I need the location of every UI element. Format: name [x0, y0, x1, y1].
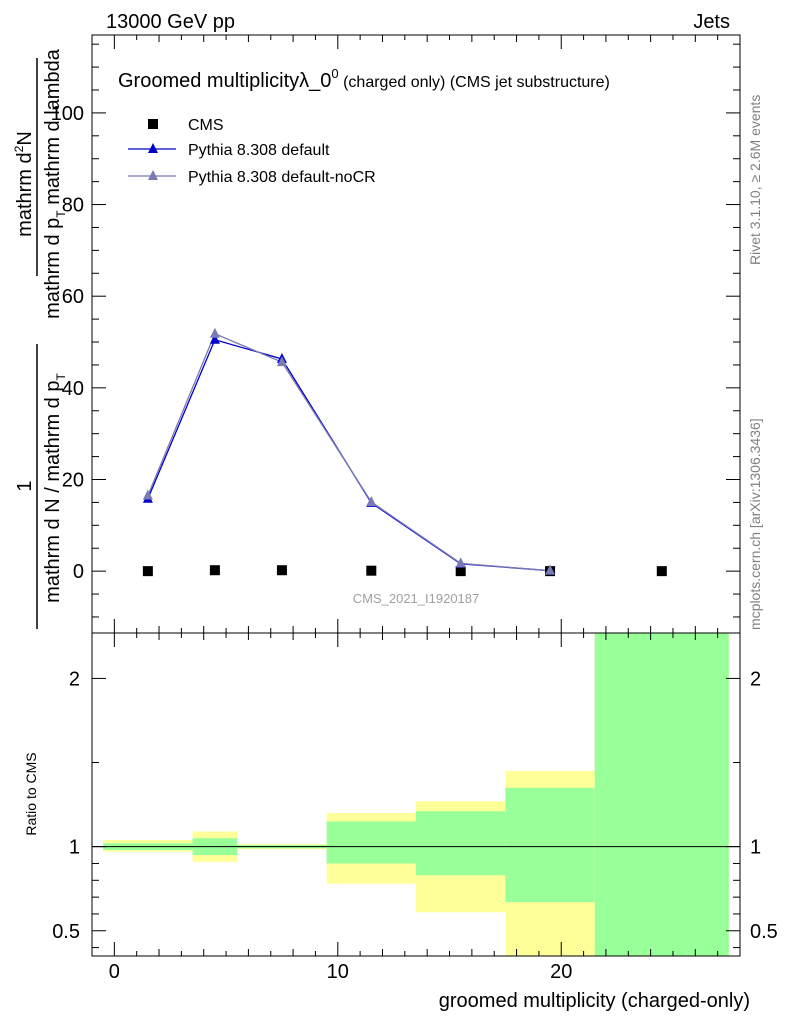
ratio-ytick-label-right: 2	[750, 668, 761, 690]
mc-point-2	[209, 327, 220, 338]
ratio-inner-band	[416, 811, 506, 876]
ratio-inner-band	[594, 633, 729, 956]
main-ytick-label: 20	[62, 469, 84, 491]
legend-nocr-label: Pythia 8.308 default-noCR	[188, 169, 376, 186]
ratio-ytick-label-right: 0.5	[750, 921, 778, 943]
xaxis-label: groomed multiplicity (charged-only)	[439, 990, 750, 1012]
cms-point	[276, 565, 287, 576]
mc-point-2	[366, 495, 377, 506]
legend-cms-label: CMS	[188, 117, 224, 134]
legend-default-marker	[148, 143, 158, 153]
cms-point	[142, 566, 153, 577]
ratio-ytick-label: 2	[69, 668, 80, 690]
ratio-ytick-label: 0.5	[52, 921, 80, 943]
ratio-plot: 0.5 0.51 12 20 10 20	[52, 632, 778, 983]
ratio-inner-band	[326, 821, 416, 864]
ratio-ytick-label: 1	[69, 837, 80, 859]
legend: CMS Pythia 8.308 default Pythia 8.308 de…	[128, 117, 376, 186]
plot-title-sup: 0	[331, 66, 338, 81]
ratio-frame	[91, 632, 741, 957]
mc-point-2	[455, 557, 466, 568]
header-right: Jets	[693, 11, 730, 33]
main-yaxis-label: mathrm d2N mathrm d pT mathrm d lambda 1…	[12, 48, 68, 629]
mc-point-2	[545, 564, 556, 575]
plot-title-small: (charged only) (CMS jet substructure)	[339, 74, 610, 91]
rivet-label: Rivet 3.1.10, ≥ 2.6M events	[747, 95, 763, 265]
main-ytick-label: 0	[73, 561, 84, 583]
cms-point	[656, 566, 667, 577]
mc-point-2	[276, 356, 287, 367]
legend-cms-marker	[148, 119, 158, 129]
plot-title-main: Groomed multiplicityλ_0	[118, 70, 331, 92]
main-ytick-label: 40	[62, 378, 84, 400]
cms-point	[455, 566, 466, 577]
mc-point-1	[209, 333, 220, 344]
mcplots-label: mcplots.cern.ch [arXiv:1306.3436]	[747, 418, 763, 630]
main-ytick-label: 60	[62, 286, 84, 308]
series-line-2	[147, 332, 551, 572]
series-line-1	[147, 338, 551, 572]
cms-point	[366, 565, 377, 576]
ylabel-one: 1	[14, 480, 36, 491]
ratio-ylabel: Ratio to CMS	[23, 752, 39, 835]
xtick-label: 20	[550, 961, 572, 983]
ylabel-numerator: mathrm d2N	[12, 131, 36, 237]
ylabel-denominator: mathrm d pT mathrm d lambda	[42, 48, 68, 319]
header-left: 13000 GeV pp	[106, 11, 235, 33]
main-ytick-label: 80	[62, 195, 84, 217]
ratio-inner-band	[505, 787, 595, 903]
mc-point-2	[142, 489, 153, 500]
plot-title: Groomed multiplicityλ_00 (charged only) …	[118, 66, 610, 92]
ylabel-norm: mathrm d N / mathrm d pT	[42, 373, 68, 603]
cms-point	[209, 565, 220, 576]
legend-default-label: Pythia 8.308 default	[188, 142, 330, 159]
legend-nocr-marker	[148, 170, 158, 180]
ratio-ytick-label-right: 1	[750, 837, 761, 859]
main-ytick-label: 100	[51, 103, 84, 125]
xtick-label: 0	[109, 961, 120, 983]
analysis-label: CMS_2021_I1920187	[353, 591, 480, 606]
xtick-label: 10	[327, 961, 349, 983]
